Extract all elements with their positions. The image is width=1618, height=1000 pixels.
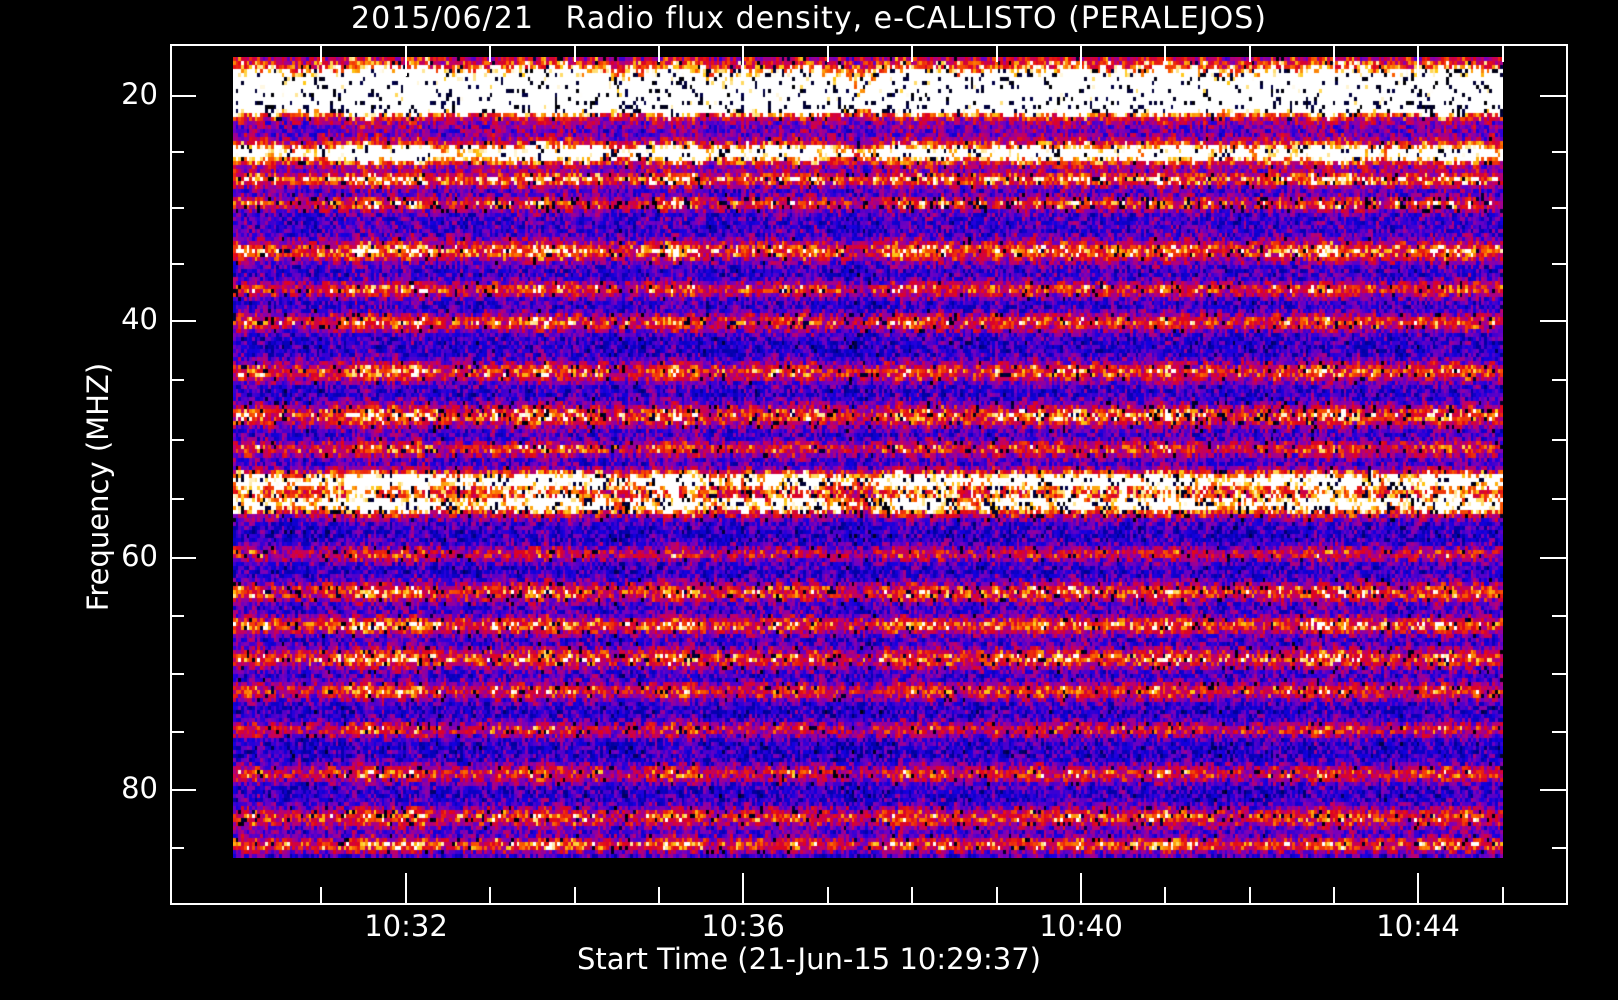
x-tick-minor-top [911, 44, 913, 62]
x-tick-minor [1333, 887, 1335, 905]
y-tick-major-20 [170, 95, 196, 97]
spectrogram-image-area [233, 57, 1503, 858]
x-tick-minor-top [489, 44, 491, 62]
x-tick-minor [1502, 887, 1504, 905]
y-tick-minor [170, 847, 184, 849]
x-tick-minor [1164, 887, 1166, 905]
x-tick-minor-top [1502, 44, 1504, 62]
y-tick-major-40 [170, 320, 196, 322]
x-tick-minor-top [658, 44, 660, 62]
x-tick-label-1032: 10:32 [364, 909, 448, 943]
x-tick-label-1036: 10:36 [701, 909, 785, 943]
y-tick-major-right [1540, 320, 1566, 322]
x-tick-major-1040 [1080, 873, 1082, 905]
y-tick-minor-right [1552, 673, 1566, 675]
x-tick-minor [658, 887, 660, 905]
y-tick-minor-right [1552, 615, 1566, 617]
x-tick-label-1040: 10:40 [1039, 909, 1123, 943]
y-tick-major-80 [170, 789, 196, 791]
x-tick-major-1036 [742, 873, 744, 905]
y-tick-minor [170, 731, 184, 733]
x-tick-minor-top [996, 44, 998, 62]
y-tick-major-60 [170, 557, 196, 559]
x-tick-minor-top [1164, 44, 1166, 62]
x-tick-minor [489, 887, 491, 905]
y-tick-label-40: 40 [121, 302, 158, 336]
x-tick-major-top [1417, 44, 1419, 76]
y-tick-minor [170, 263, 184, 265]
x-tick-major-1032 [405, 873, 407, 905]
y-tick-major-right [1540, 557, 1566, 559]
y-tick-minor [170, 151, 184, 153]
y-tick-minor-right [1552, 379, 1566, 381]
y-tick-minor [170, 439, 184, 441]
y-tick-minor-right [1552, 847, 1566, 849]
x-tick-minor [320, 887, 322, 905]
y-axis-title: Frequency (MHZ) [81, 362, 115, 612]
y-tick-label-80: 80 [121, 771, 158, 805]
x-tick-minor [1249, 887, 1251, 905]
y-tick-minor-right [1552, 151, 1566, 153]
y-tick-minor [170, 379, 184, 381]
y-tick-major-right [1540, 789, 1566, 791]
y-tick-major-right [1540, 95, 1566, 97]
x-tick-minor-top [1333, 44, 1335, 62]
x-tick-minor [827, 887, 829, 905]
y-tick-label-20: 20 [121, 77, 158, 111]
x-tick-major-top [742, 44, 744, 76]
page-title: 2015/06/21 Radio flux density, e-CALLIST… [351, 1, 1267, 36]
y-tick-minor-right [1552, 263, 1566, 265]
x-tick-label-1044: 10:44 [1376, 909, 1460, 943]
x-tick-minor-top [1249, 44, 1251, 62]
y-tick-minor [170, 498, 184, 500]
y-tick-minor-right [1552, 439, 1566, 441]
x-tick-minor-top [574, 44, 576, 62]
x-tick-minor-top [827, 44, 829, 62]
y-tick-minor [170, 207, 184, 209]
dynamic-spectrum-canvas [233, 57, 1503, 858]
y-tick-minor [170, 615, 184, 617]
x-tick-major-top [405, 44, 407, 76]
x-tick-minor [911, 887, 913, 905]
x-tick-minor [996, 887, 998, 905]
y-tick-minor-right [1552, 498, 1566, 500]
y-tick-label-60: 60 [121, 539, 158, 573]
x-tick-minor [574, 887, 576, 905]
y-tick-minor [170, 673, 184, 675]
x-tick-major-1044 [1417, 873, 1419, 905]
y-tick-minor-right [1552, 207, 1566, 209]
x-tick-major-top [1080, 44, 1082, 76]
x-axis-title: Start Time (21-Jun-15 10:29:37) [577, 942, 1041, 976]
x-tick-minor-top [320, 44, 322, 62]
y-tick-minor-right [1552, 731, 1566, 733]
